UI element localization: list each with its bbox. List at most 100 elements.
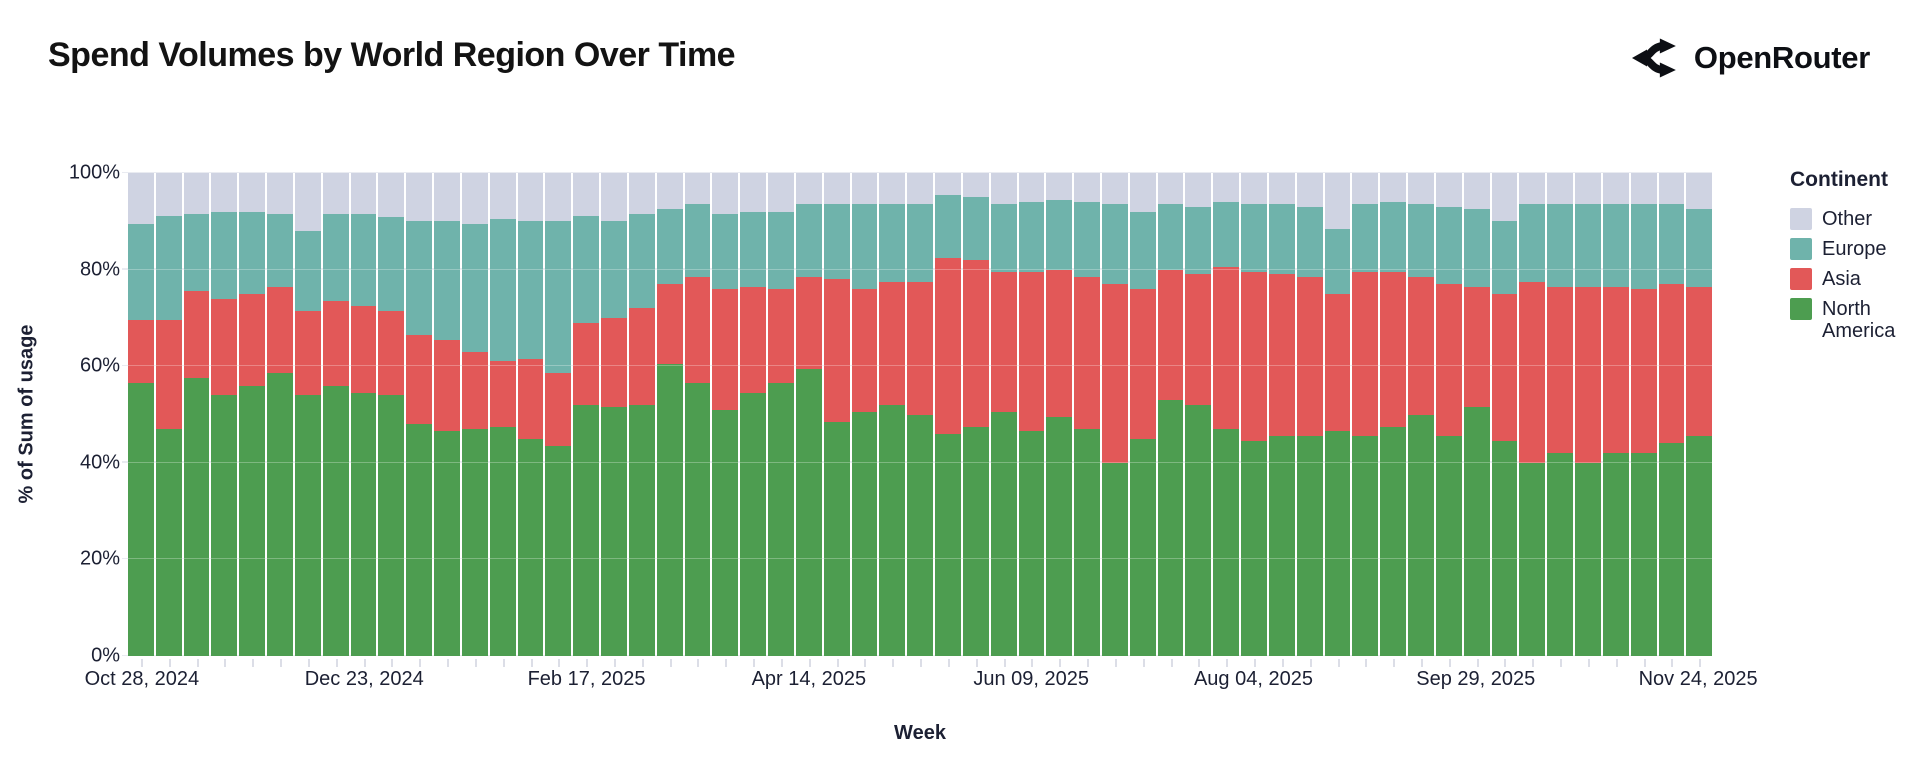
segment-asia[interactable] [712, 288, 739, 410]
segment-other[interactable] [1101, 173, 1128, 205]
segment-europe[interactable] [545, 221, 572, 374]
bar[interactable] [935, 173, 961, 667]
bar[interactable] [350, 173, 377, 667]
segment-north-america[interactable] [183, 378, 210, 656]
segment-asia[interactable] [656, 284, 683, 364]
bar[interactable] [601, 173, 627, 667]
bar[interactable] [1268, 173, 1295, 667]
segment-north-america[interactable] [740, 392, 767, 656]
segment-asia[interactable] [155, 320, 182, 429]
segment-other[interactable] [517, 173, 544, 222]
bar[interactable] [128, 173, 154, 667]
segment-asia[interactable] [1547, 286, 1574, 454]
segment-europe[interactable] [1602, 204, 1629, 287]
segment-other[interactable] [768, 173, 794, 212]
segment-asia[interactable] [879, 281, 906, 405]
segment-europe[interactable] [1630, 204, 1657, 289]
segment-europe[interactable] [128, 223, 154, 321]
bar[interactable] [907, 173, 934, 667]
segment-europe[interactable] [990, 204, 1017, 273]
segment-north-america[interactable] [962, 426, 989, 656]
segment-asia[interactable] [1324, 293, 1351, 432]
segment-north-america[interactable] [1435, 436, 1462, 656]
legend-item-asia[interactable]: Asia [1790, 268, 1910, 290]
segment-asia[interactable] [434, 339, 460, 432]
segment-north-america[interactable] [1129, 438, 1156, 656]
segment-other[interactable] [684, 173, 711, 205]
segment-asia[interactable] [1658, 284, 1685, 444]
bar[interactable] [1213, 173, 1240, 667]
bar[interactable] [406, 173, 433, 667]
segment-europe[interactable] [851, 204, 878, 289]
segment-europe[interactable] [1129, 211, 1156, 289]
bar[interactable] [155, 173, 182, 667]
segment-asia[interactable] [378, 310, 405, 396]
segment-europe[interactable] [322, 214, 349, 302]
bar[interactable] [1463, 173, 1490, 667]
segment-europe[interactable] [1101, 204, 1128, 285]
segment-europe[interactable] [1463, 209, 1490, 287]
segment-other[interactable] [601, 173, 627, 222]
segment-north-america[interactable] [1408, 414, 1434, 656]
bar[interactable] [962, 173, 989, 667]
segment-north-america[interactable] [1296, 436, 1323, 656]
segment-other[interactable] [628, 173, 655, 215]
bar[interactable] [267, 173, 293, 667]
bar[interactable] [795, 173, 822, 667]
bar[interactable] [1491, 173, 1518, 667]
segment-europe[interactable] [1268, 204, 1295, 275]
bar[interactable] [461, 173, 488, 667]
bar[interactable] [1074, 173, 1100, 667]
segment-north-america[interactable] [1018, 431, 1045, 656]
segment-europe[interactable] [434, 221, 460, 340]
bar[interactable] [768, 173, 794, 667]
segment-europe[interactable] [628, 214, 655, 309]
segment-europe[interactable] [1046, 199, 1073, 270]
segment-europe[interactable] [1575, 204, 1601, 287]
segment-north-america[interactable] [1352, 436, 1379, 656]
legend-item-north-america[interactable]: North America [1790, 298, 1910, 342]
segment-asia[interactable] [128, 320, 154, 384]
segment-north-america[interactable] [628, 404, 655, 656]
segment-asia[interactable] [1435, 284, 1462, 437]
segment-north-america[interactable] [1241, 441, 1267, 656]
segment-europe[interactable] [267, 214, 293, 287]
segment-europe[interactable] [211, 211, 238, 299]
segment-other[interactable] [962, 173, 989, 198]
bar[interactable] [545, 173, 572, 667]
segment-other[interactable] [1157, 173, 1184, 205]
segment-asia[interactable] [1213, 267, 1240, 429]
segment-asia[interactable] [294, 310, 321, 396]
segment-other[interactable] [183, 173, 210, 215]
segment-asia[interactable] [1185, 274, 1212, 405]
bar[interactable] [1686, 173, 1713, 667]
segment-europe[interactable] [350, 214, 377, 306]
segment-north-america[interactable] [267, 373, 293, 656]
segment-asia[interactable] [1491, 293, 1518, 442]
bar[interactable] [1519, 173, 1546, 667]
segment-north-america[interactable] [1658, 443, 1685, 656]
segment-north-america[interactable] [406, 424, 433, 656]
segment-other[interactable] [1074, 173, 1100, 202]
segment-north-america[interactable] [907, 414, 934, 656]
segment-europe[interactable] [601, 221, 627, 318]
segment-europe[interactable] [656, 209, 683, 285]
segment-europe[interactable] [768, 211, 794, 289]
segment-north-america[interactable] [434, 431, 460, 656]
segment-europe[interactable] [1408, 204, 1434, 277]
segment-europe[interactable] [155, 216, 182, 321]
segment-north-america[interactable] [601, 407, 627, 656]
segment-asia[interactable] [267, 286, 293, 374]
bar[interactable] [517, 173, 544, 667]
segment-other[interactable] [545, 173, 572, 222]
segment-europe[interactable] [294, 230, 321, 311]
segment-other[interactable] [434, 173, 460, 222]
segment-other[interactable] [322, 173, 349, 215]
segment-europe[interactable] [461, 223, 488, 352]
segment-north-america[interactable] [1324, 431, 1351, 656]
segment-north-america[interactable] [211, 395, 238, 656]
segment-other[interactable] [1463, 173, 1490, 210]
segment-other[interactable] [1185, 173, 1212, 207]
segment-europe[interactable] [378, 216, 405, 311]
segment-other[interactable] [1241, 173, 1267, 205]
